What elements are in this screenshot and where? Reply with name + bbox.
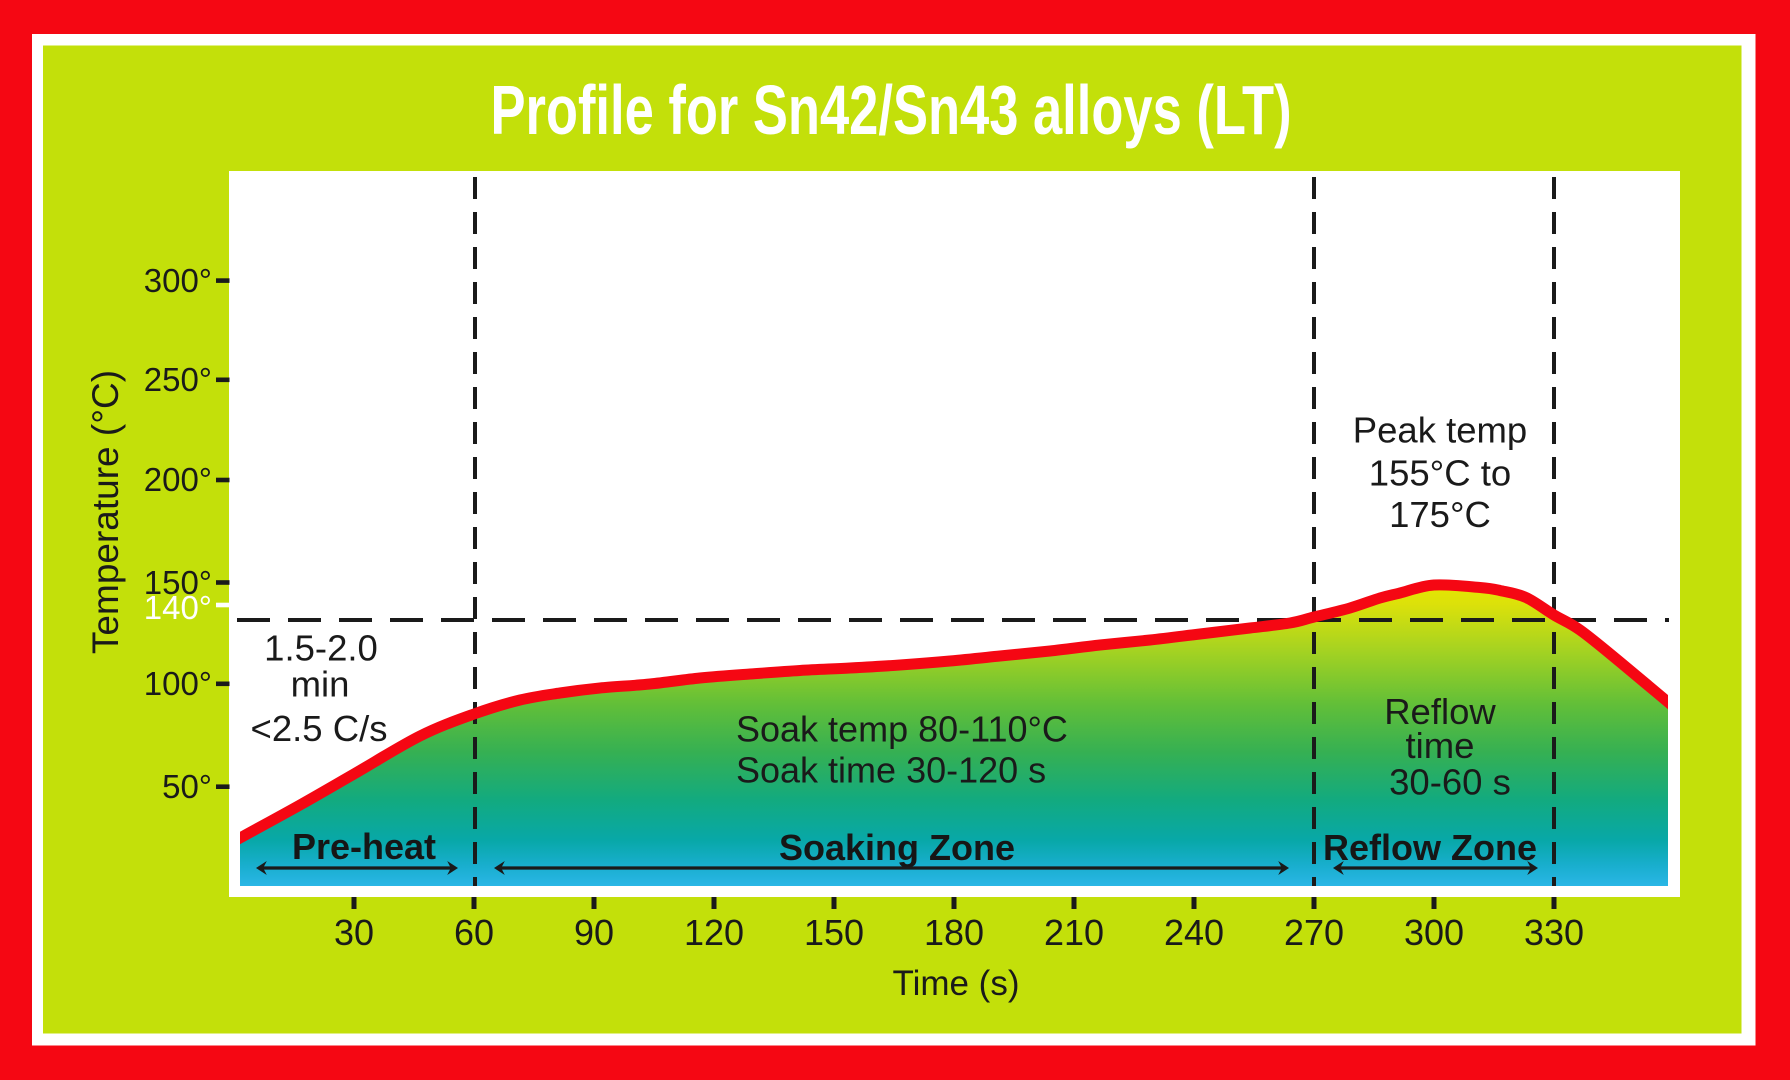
svg-text:<2.5 C/s: <2.5 C/s [251, 708, 388, 749]
svg-text:155°C to: 155°C to [1369, 453, 1511, 494]
svg-text:330: 330 [1524, 912, 1584, 953]
svg-text:Time (s): Time (s) [892, 964, 1019, 1003]
svg-text:30: 30 [334, 912, 374, 953]
svg-text:150°: 150° [144, 564, 212, 601]
svg-text:300°: 300° [144, 262, 212, 299]
svg-text:60: 60 [454, 912, 494, 953]
svg-text:Soak temp 80-110°C: Soak temp 80-110°C [736, 709, 1068, 750]
svg-text:Temperature (°C): Temperature (°C) [85, 370, 126, 654]
svg-text:Reflow: Reflow [1384, 691, 1496, 732]
svg-text:Pre-heat: Pre-heat [292, 826, 436, 867]
svg-text:140°: 140° [144, 589, 212, 626]
svg-text:Reflow Zone: Reflow Zone [1323, 827, 1537, 868]
svg-text:90: 90 [574, 912, 614, 953]
svg-text:150: 150 [804, 912, 864, 953]
svg-text:50°: 50° [162, 768, 212, 805]
svg-text:Profile for Sn42/Sn43 alloys (: Profile for Sn42/Sn43 alloys (LT) [490, 72, 1291, 150]
svg-text:300: 300 [1404, 912, 1464, 953]
svg-text:30-60 s: 30-60 s [1389, 762, 1511, 803]
svg-text:180: 180 [924, 912, 984, 953]
svg-text:Peak temp: Peak temp [1353, 410, 1527, 451]
svg-text:1.5-2.0: 1.5-2.0 [264, 628, 378, 669]
svg-text:Soak time 30-120 s: Soak time 30-120 s [736, 750, 1046, 791]
svg-text:175°C: 175°C [1389, 494, 1491, 535]
svg-text:200°: 200° [144, 461, 212, 498]
svg-text:270: 270 [1284, 912, 1344, 953]
svg-text:240: 240 [1164, 912, 1224, 953]
svg-text:210: 210 [1044, 912, 1104, 953]
svg-text:120: 120 [684, 912, 744, 953]
svg-text:Soaking Zone: Soaking Zone [779, 827, 1015, 868]
svg-text:250°: 250° [144, 361, 212, 398]
svg-text:time: time [1406, 725, 1475, 766]
svg-text:100°: 100° [144, 665, 212, 702]
svg-text:min: min [291, 664, 350, 705]
